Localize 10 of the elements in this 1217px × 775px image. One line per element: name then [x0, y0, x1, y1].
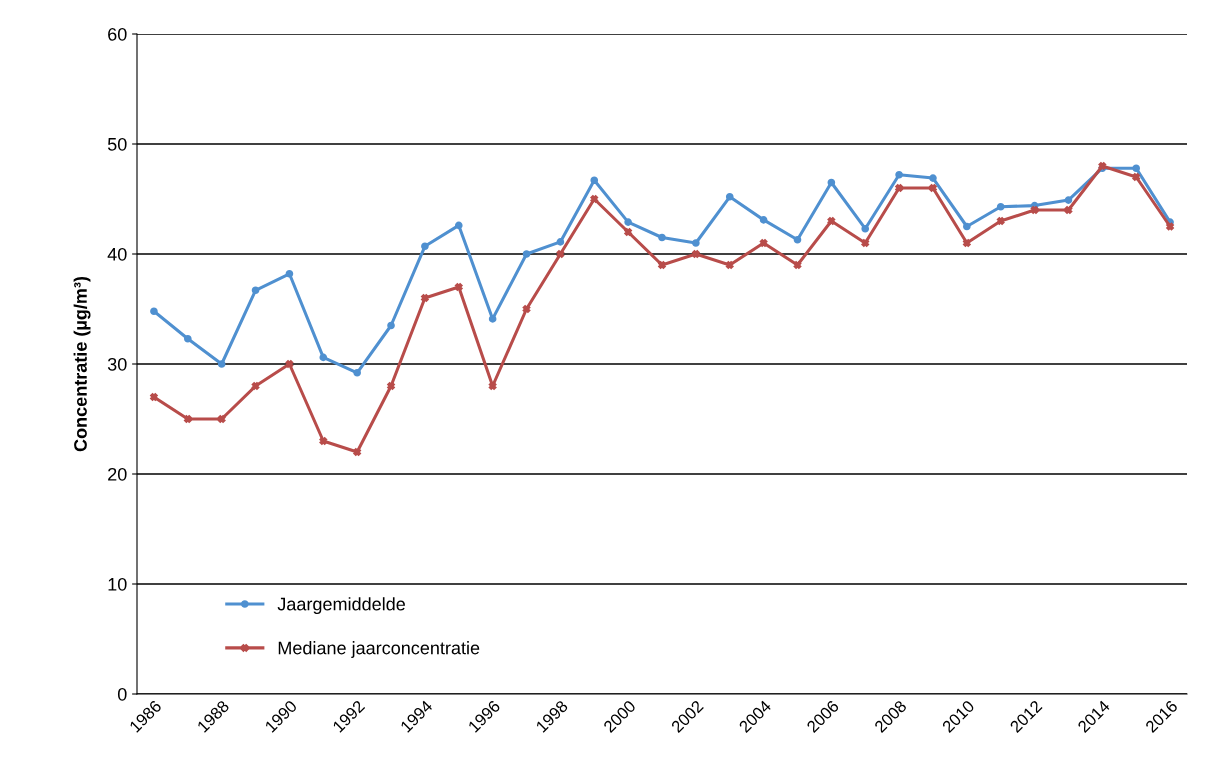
y-tick-label: 0	[117, 687, 127, 701]
y-tick-label: 40	[107, 247, 127, 261]
legend-label: Mediane jaarconcentratie	[278, 641, 480, 658]
y-tick-label: 50	[107, 137, 127, 151]
y-tick-label: 10	[108, 577, 127, 591]
y-tick-label: 30	[107, 357, 127, 371]
y-tick-label: 60	[108, 27, 127, 41]
y-tick-label: 20	[108, 467, 127, 481]
y-axis-title: Concentratie (µg/m³)	[73, 276, 91, 452]
legend-label: Jaargemiddelde	[277, 597, 405, 615]
